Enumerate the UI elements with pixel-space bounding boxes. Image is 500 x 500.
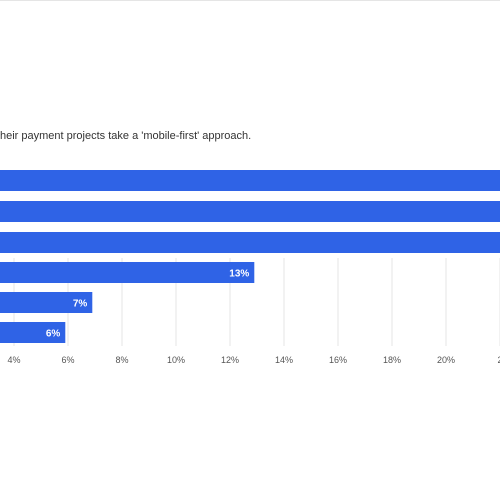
bar xyxy=(0,201,500,222)
bar-data-label: 13% xyxy=(229,269,249,280)
bar xyxy=(0,232,500,253)
bar xyxy=(0,262,255,283)
bar-data-label: 7% xyxy=(73,299,88,310)
bar-data-label: 6% xyxy=(46,329,61,340)
x-tick-label: 16% xyxy=(329,355,347,365)
bar xyxy=(0,292,93,313)
x-tick-label: 10% xyxy=(167,355,185,365)
bar xyxy=(0,170,500,191)
x-tick-label: 18% xyxy=(383,355,401,365)
x-tick-label: 14% xyxy=(275,355,293,365)
x-tick-label: 2 xyxy=(497,355,500,365)
x-tick-label: 20% xyxy=(437,355,455,365)
x-tick-label: 4% xyxy=(7,355,20,365)
chart-subtitle: heir payment projects take a 'mobile-fir… xyxy=(0,130,252,142)
bar xyxy=(0,322,66,343)
x-tick-label: 8% xyxy=(115,355,128,365)
x-tick-label: 12% xyxy=(221,355,239,365)
x-tick-label: 6% xyxy=(61,355,74,365)
top-divider xyxy=(0,0,500,1)
